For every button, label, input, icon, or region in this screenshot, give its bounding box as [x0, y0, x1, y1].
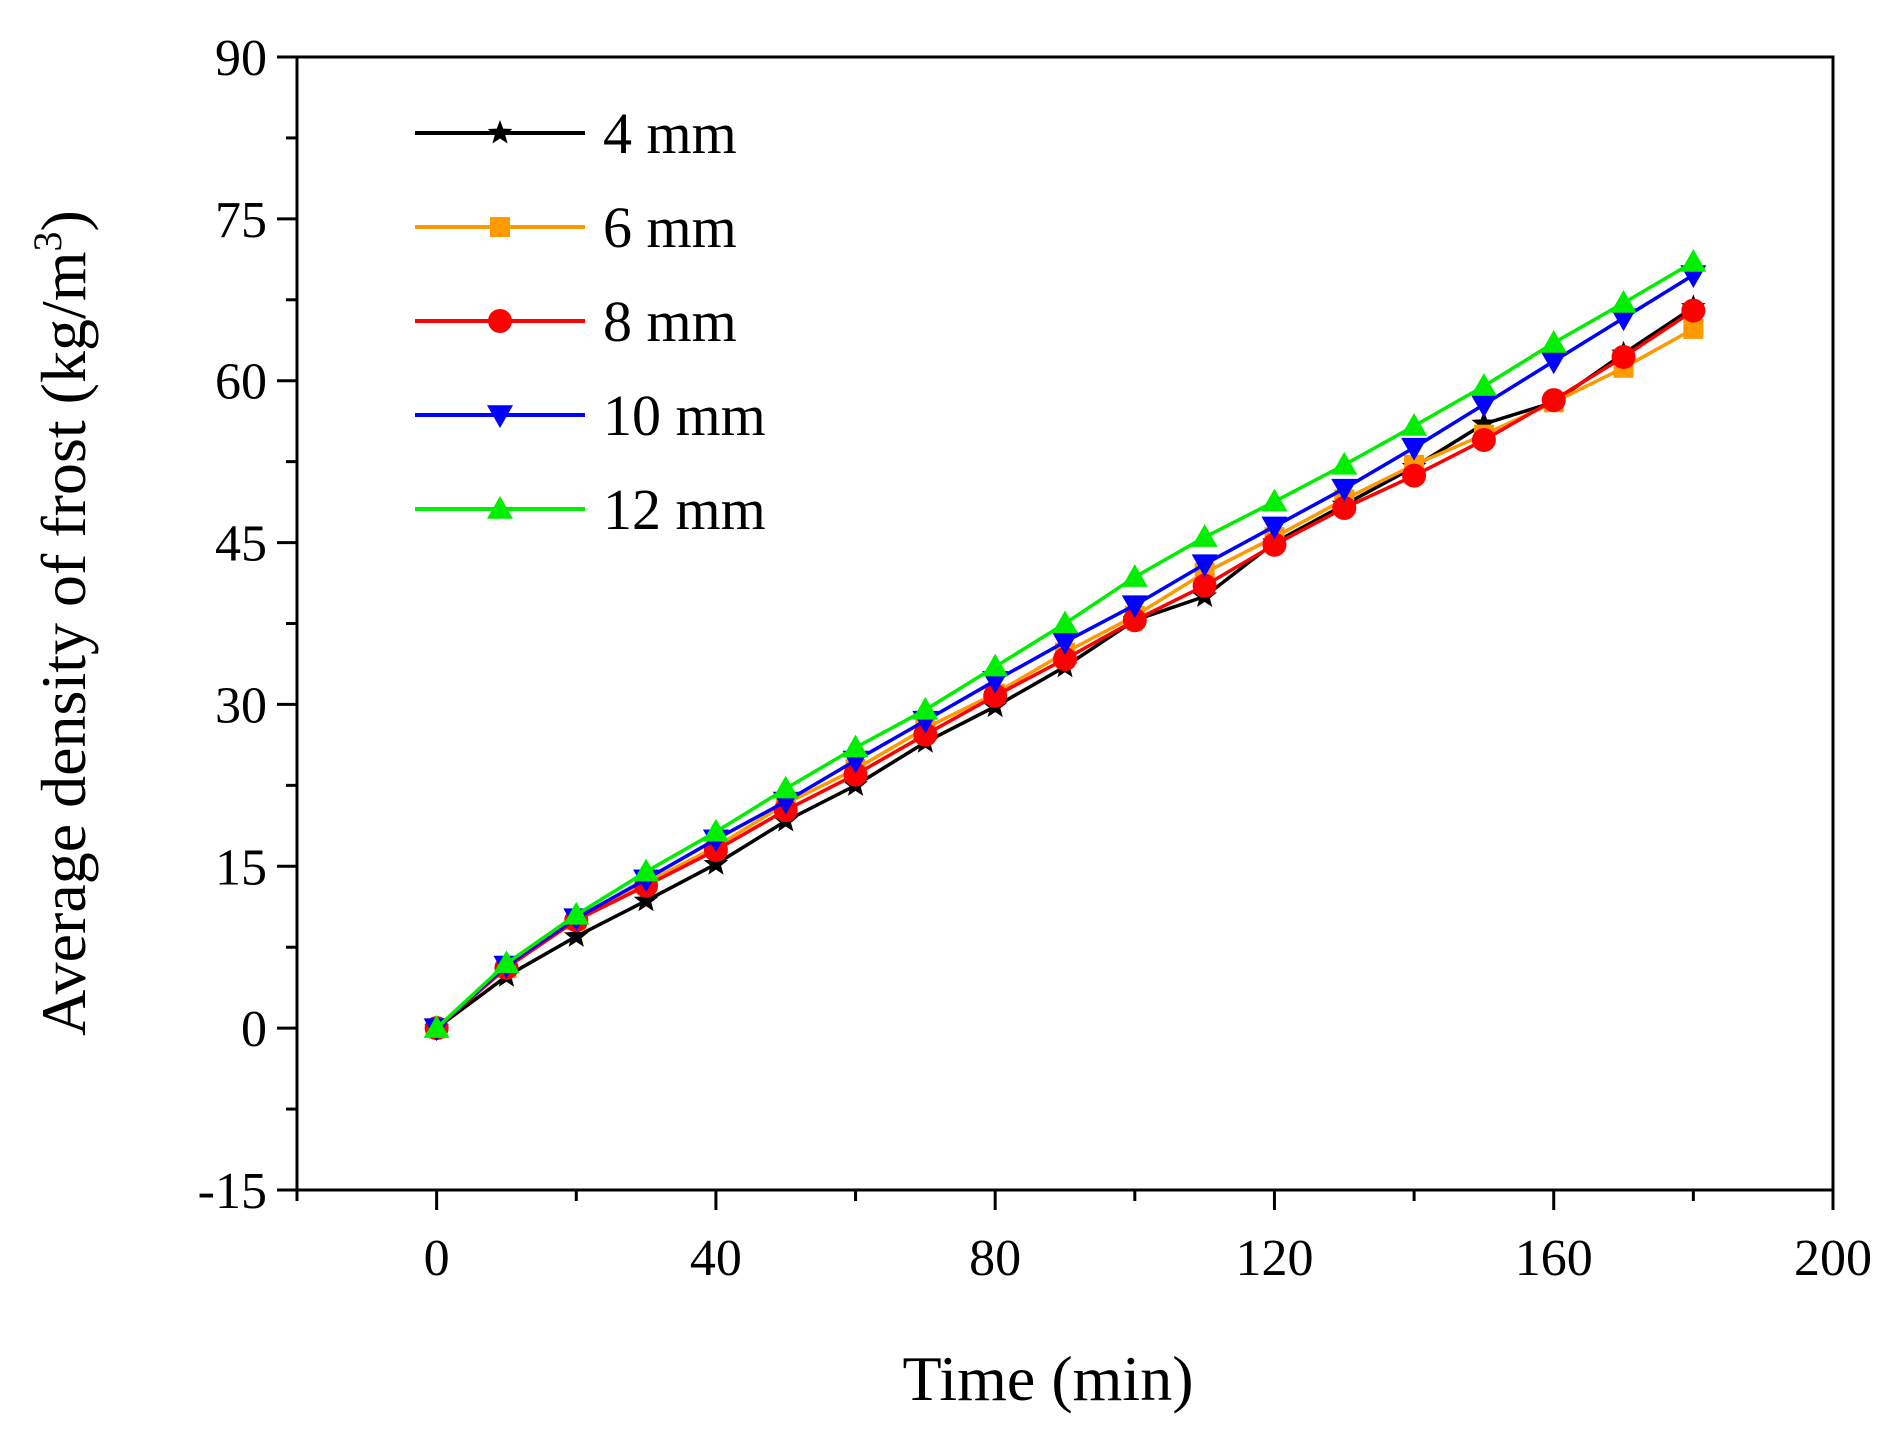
data-point	[1191, 524, 1218, 547]
legend-item: 4 mm	[415, 101, 737, 166]
legend-marker	[487, 496, 513, 519]
data-point	[983, 683, 1008, 708]
data-point	[1192, 573, 1217, 598]
data-point	[772, 775, 799, 799]
y-tick-label: 15	[215, 839, 267, 896]
data-point	[843, 762, 868, 787]
data-point	[1261, 516, 1288, 540]
x-tick-label: 200	[1794, 1230, 1872, 1287]
data-point	[423, 1015, 450, 1038]
data-point	[913, 722, 938, 747]
data-point	[1052, 632, 1078, 655]
y-axis-title: Average density of frost (kg/m3)	[25, 210, 99, 1036]
y-tick-label: 75	[215, 192, 267, 249]
legend-label: 12 mm	[603, 477, 766, 542]
data-point	[493, 950, 520, 974]
legend-label: 10 mm	[603, 383, 766, 448]
data-point	[1541, 388, 1566, 413]
data-point	[1052, 610, 1078, 634]
x-tick-label: 120	[1235, 1230, 1313, 1287]
y-tick-label: 90	[215, 30, 267, 87]
data-point	[1402, 463, 1427, 488]
data-point	[1470, 373, 1497, 396]
data-point	[1401, 413, 1428, 436]
data-point	[912, 696, 939, 720]
legend-item: 8 mm	[415, 289, 737, 354]
legend-marker	[487, 120, 513, 144]
data-point	[563, 901, 590, 925]
legend-item: 6 mm	[415, 195, 737, 260]
data-point	[1332, 496, 1357, 521]
data-point	[563, 923, 589, 947]
series-layer	[423, 249, 1707, 1042]
legend-marker	[487, 405, 513, 428]
legend: 4 mm 6 mm 8 mm 10 mm 12 mm	[415, 101, 766, 542]
data-point	[1471, 410, 1497, 435]
legend-label: 4 mm	[603, 101, 737, 166]
y-axis: -15 0 15 30 45 60 75 90	[198, 30, 297, 1220]
data-point	[1261, 488, 1288, 512]
y-tick-label: 30	[215, 677, 267, 734]
data-point	[982, 670, 1009, 694]
legend-label: 6 mm	[603, 195, 737, 260]
data-point	[703, 851, 729, 875]
x-tick-label: 80	[969, 1230, 1021, 1287]
data-point	[1121, 595, 1148, 619]
data-point	[633, 887, 659, 912]
legend-item: 12 mm	[415, 477, 766, 542]
data-point	[1680, 249, 1707, 272]
x-axis: 0 40 80 120 160 200	[295, 1190, 1872, 1287]
x-tick-label: 160	[1515, 1230, 1593, 1287]
data-point	[1540, 329, 1567, 353]
data-point	[842, 734, 869, 758]
data-point	[1122, 608, 1147, 633]
data-point	[1331, 478, 1358, 502]
data-point	[1053, 647, 1077, 672]
data-point	[1401, 437, 1428, 461]
data-point	[1471, 428, 1496, 453]
data-point	[1611, 344, 1636, 369]
data-point	[1681, 298, 1706, 323]
y-tick-label: -15	[198, 1163, 267, 1220]
data-point	[1191, 554, 1218, 578]
data-point	[1540, 351, 1567, 375]
data-point	[1610, 308, 1637, 332]
y-tick-label: 60	[215, 354, 267, 411]
x-tick-label: 40	[690, 1230, 742, 1287]
legend-label: 8 mm	[603, 289, 737, 354]
x-axis-title: Time (min)	[903, 1343, 1194, 1414]
data-point	[1683, 318, 1704, 339]
data-point	[982, 653, 1009, 677]
legend-item: 10 mm	[415, 383, 766, 448]
series-12-mm	[423, 249, 1707, 1038]
x-tick-label: 0	[424, 1230, 450, 1287]
data-point	[702, 818, 729, 842]
data-point	[633, 858, 660, 882]
data-point	[1262, 532, 1287, 557]
y-tick-label: 45	[215, 516, 267, 573]
legend-marker	[490, 217, 510, 237]
legend-marker	[488, 309, 512, 333]
y-tick-label: 0	[241, 1001, 267, 1058]
data-point	[1610, 290, 1637, 313]
data-point	[1331, 451, 1358, 475]
data-point	[1121, 564, 1148, 587]
data-point	[1470, 394, 1497, 418]
